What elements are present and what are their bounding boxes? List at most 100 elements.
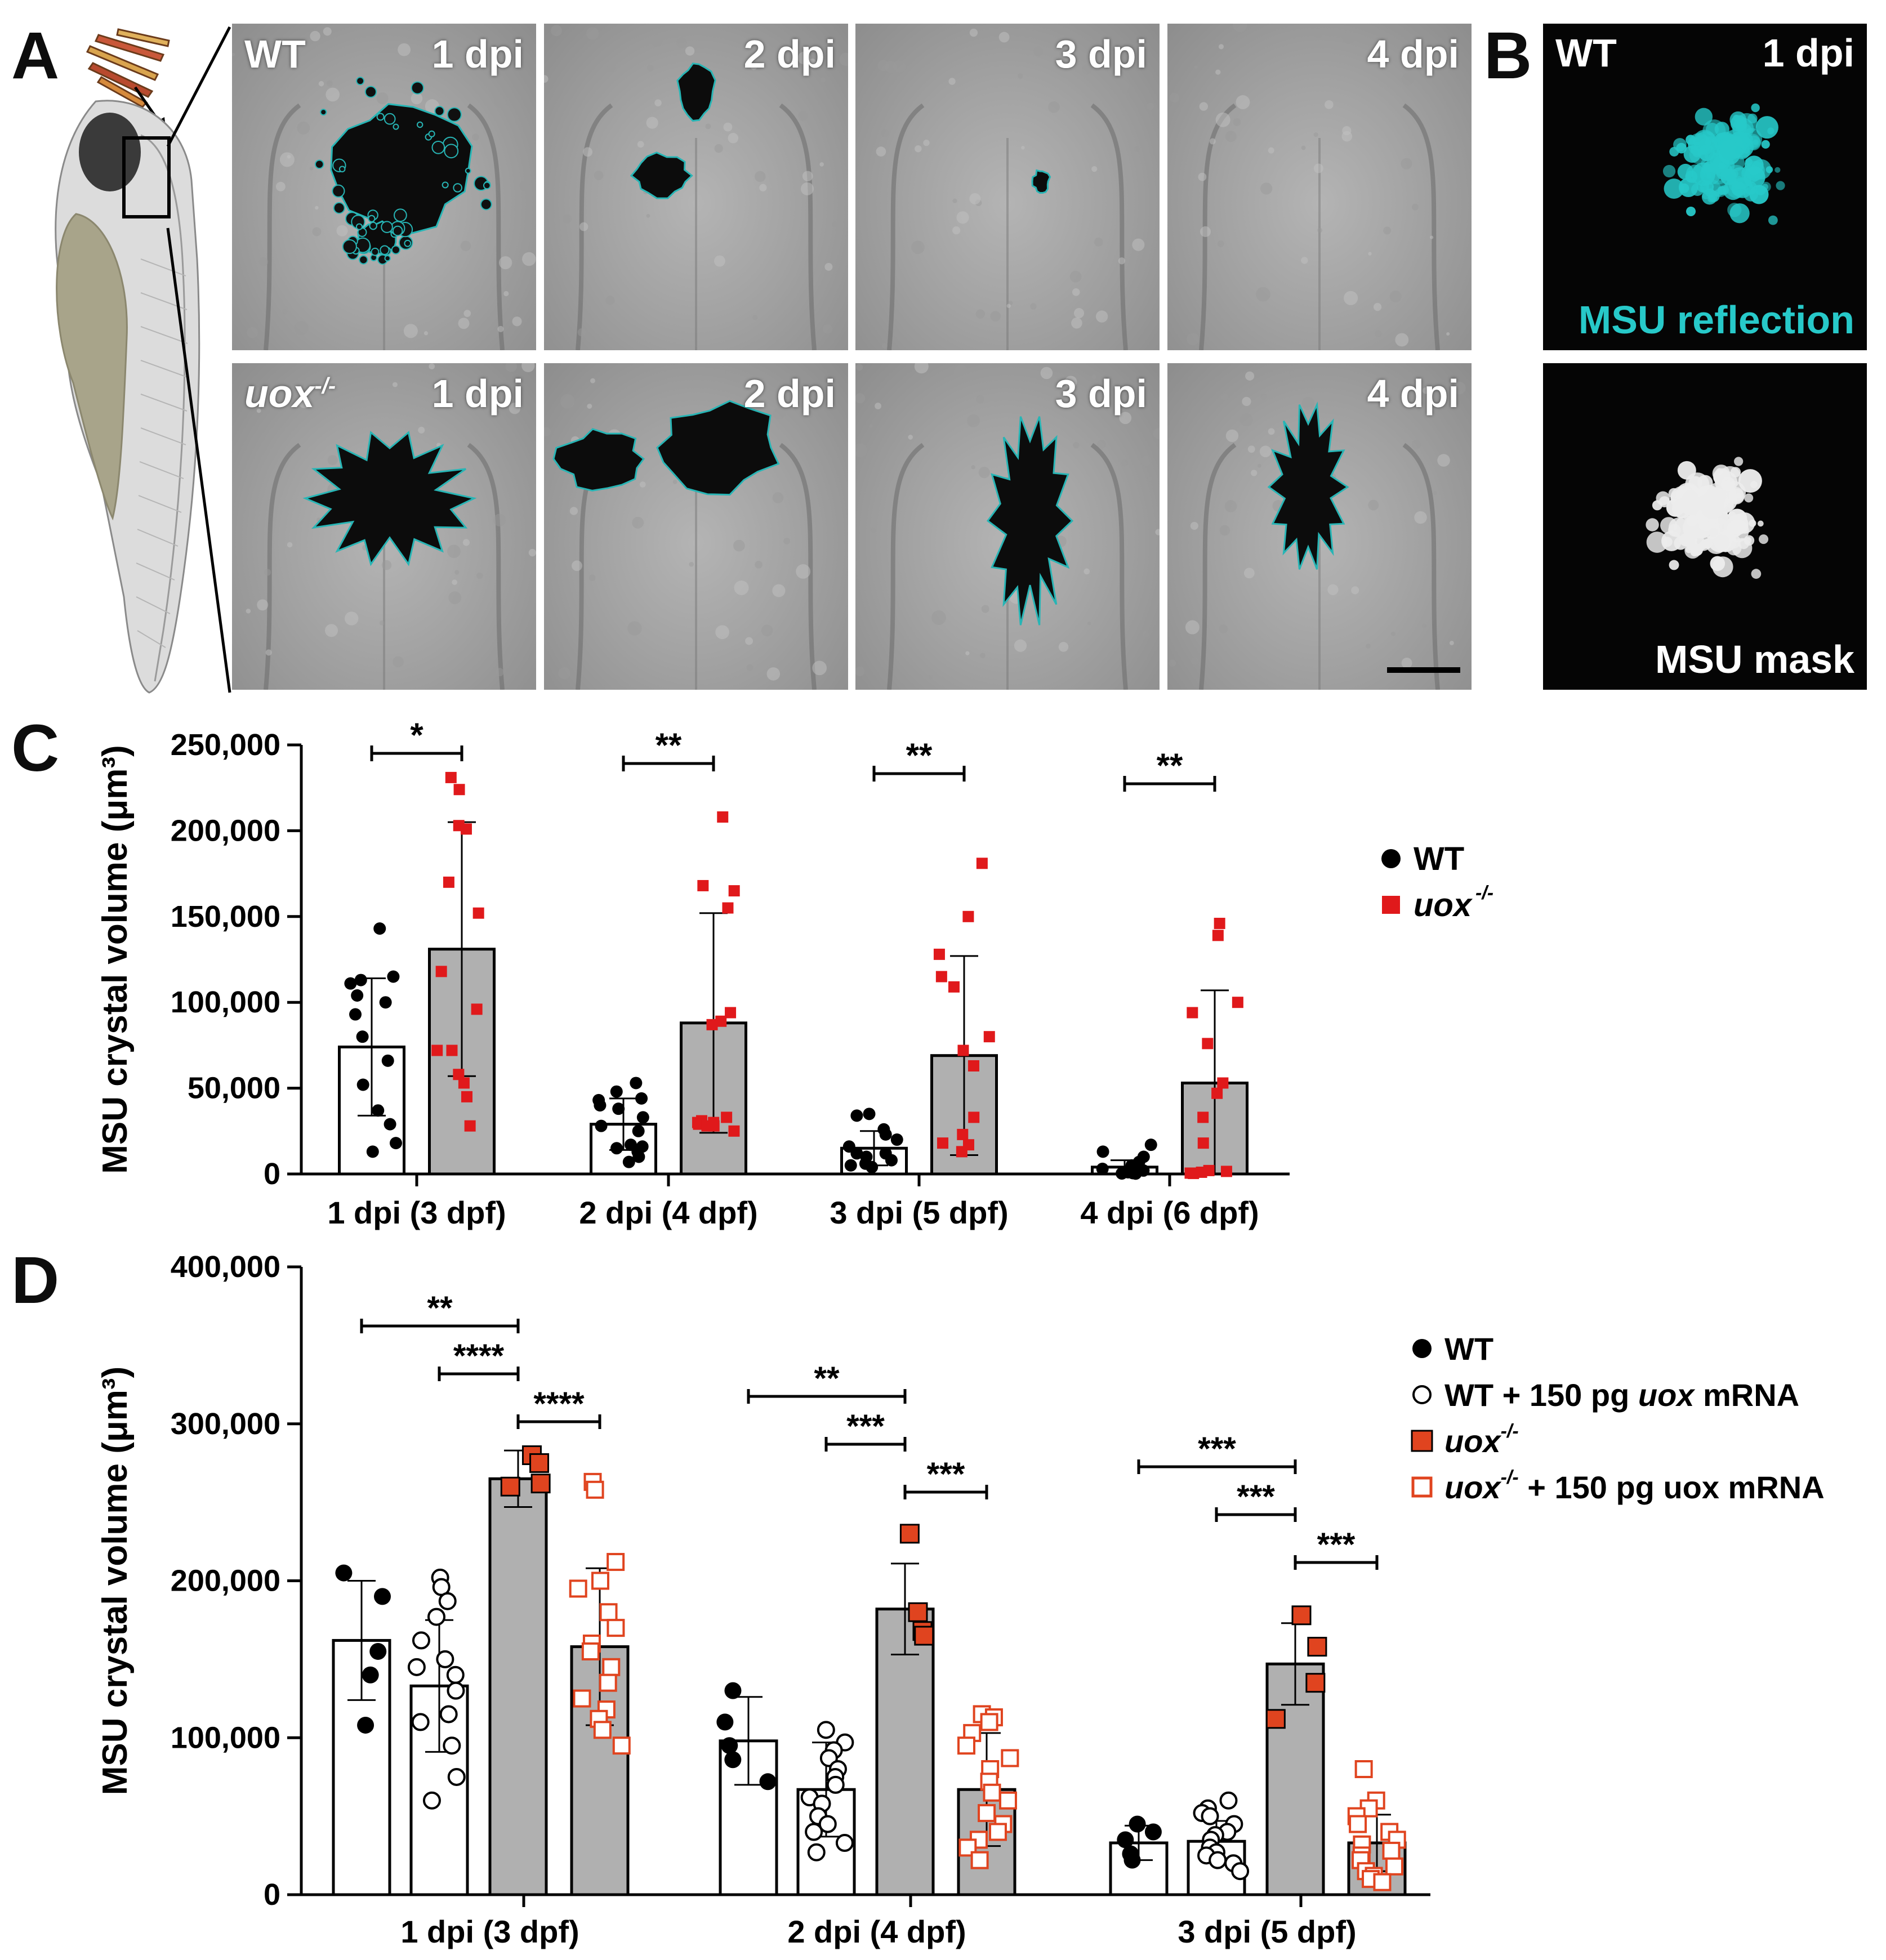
reflection-particle [1743, 147, 1750, 154]
chart-d-point-wt [721, 1737, 738, 1754]
reflection-particle [1664, 178, 1684, 199]
reflection-particle [1751, 103, 1760, 113]
msu-crystal-spot [384, 255, 391, 262]
timepoint-label: 2 dpi [743, 372, 836, 416]
tissue-speckle [1268, 428, 1275, 435]
tissue-speckle [403, 324, 418, 338]
tissue-speckle [588, 574, 596, 582]
reflection-particle [1699, 137, 1715, 153]
chart-d-point-wt-mrna [422, 1791, 441, 1810]
tissue-speckle [1191, 657, 1199, 665]
chart-c-point-uox [431, 1044, 443, 1056]
chart-c-point-wt [1096, 1162, 1109, 1175]
tissue-speckle [684, 363, 694, 372]
chart-d-point-wt-mrna [805, 1823, 823, 1841]
chart-d-point-uox-mrna [1385, 1857, 1403, 1876]
msu-crystal-deposit [656, 400, 780, 496]
chart-d-point-uox-mrna [978, 1804, 996, 1823]
chart-c-point-wt [356, 1078, 369, 1091]
tissue-speckle [953, 365, 968, 380]
tissue-speckle [462, 539, 470, 546]
chart-d-legend-label: WT + 150 pg uox mRNA [1444, 1377, 1799, 1413]
tissue-speckle [832, 221, 838, 227]
chart-d-point-uox-mrna [1382, 1841, 1401, 1860]
chart-c-point-uox [937, 1137, 949, 1149]
tissue-speckle [1071, 317, 1082, 329]
tissue-speckle [1449, 641, 1454, 645]
tissue-line [467, 103, 505, 350]
chart-d-sig-label: **** [533, 1386, 585, 1422]
chart-c-point-wt [387, 970, 400, 983]
tissue-speckle [797, 51, 811, 65]
tissue-speckle [728, 132, 739, 144]
tissue-speckle [493, 514, 506, 526]
tissue-speckle [990, 311, 1001, 322]
tissue-speckle [876, 146, 886, 157]
tissue-speckle [1325, 100, 1334, 109]
chart-c-point-uox [935, 971, 947, 983]
tissue-speckle [766, 667, 781, 681]
msu-crystal-spot [444, 144, 459, 159]
tissue-speckle [1368, 499, 1379, 511]
tissue-speckle [733, 539, 745, 552]
tissue-speckle [297, 121, 310, 135]
chart-d-point-uox-mrna [1349, 1815, 1367, 1833]
chart-c-point-uox [1211, 1087, 1223, 1099]
tissue-line [1090, 443, 1128, 690]
tissue-speckle [1132, 238, 1145, 251]
tissue-speckle [751, 64, 757, 70]
timepoint-label: 4 dpi [1367, 32, 1459, 76]
tissue-speckle [646, 213, 650, 218]
msu-crystal-spot [447, 107, 462, 122]
tissue-speckle [1119, 412, 1132, 425]
tissue-speckle [1240, 413, 1253, 427]
msu-crystal-spot [381, 221, 393, 233]
tissue-speckle [1375, 330, 1382, 337]
chart-c-point-uox [728, 885, 740, 897]
reflection-particle [1747, 113, 1758, 124]
chart-c-point-wt [354, 974, 367, 986]
tissue-speckle [447, 544, 461, 559]
chart-d-point-wt [1144, 1823, 1162, 1841]
tissue-speckle [583, 147, 593, 157]
chart-c-x-tick-label: 2 dpi (4 dpf) [579, 1195, 757, 1230]
chart-d-point-wt-mrna [411, 1713, 430, 1731]
chart-c-point-uox [948, 981, 960, 993]
tissue-speckle [755, 171, 766, 182]
msu-crystal-spot [453, 183, 462, 193]
chart-c-point-uox [1220, 1166, 1232, 1177]
chart-c-point-wt [1116, 1167, 1129, 1180]
tissue-speckle [639, 481, 646, 488]
chart-d-point-uox-mrna [599, 1603, 618, 1622]
chart-c-point-wt [1129, 1167, 1142, 1180]
tissue-speckle [1395, 333, 1409, 347]
tissue-speckle [326, 87, 340, 102]
mask-particle [1701, 516, 1709, 524]
timepoint-label: 2 dpi [743, 32, 836, 76]
tissue-speckle [885, 60, 897, 73]
msu-crystal-deposit [676, 62, 716, 122]
chart-d-point-uox-mrna [607, 1553, 625, 1571]
chart-c-point-wt [850, 1109, 863, 1122]
msu-crystal-deposit [986, 416, 1074, 626]
chart-c-x-tick-label: 4 dpi (6 dpf) [1080, 1195, 1259, 1230]
reflection-particle [1755, 185, 1766, 195]
tissue-speckle [1317, 227, 1323, 233]
chart-d-point-uox [500, 1476, 520, 1497]
tissue-speckle [1289, 370, 1295, 376]
tissue-speckle [798, 110, 808, 121]
chart-c-point-wt [630, 1077, 643, 1090]
tissue-speckle [258, 257, 268, 267]
tissue-line [1402, 443, 1440, 690]
mask-particle [1691, 543, 1704, 556]
tissue-speckle [318, 81, 324, 87]
chart-d-bar [488, 1477, 548, 1896]
chart-c-point-uox [453, 784, 465, 796]
tissue-speckle [1301, 257, 1308, 264]
tissue-speckle [956, 211, 969, 224]
chart-d-y-tick-label: 400,000 [171, 1250, 280, 1284]
chart-d-point-wt [1123, 1851, 1141, 1869]
row-label-uox-sup: -/- [314, 373, 336, 399]
timepoint-label: 3 dpi [1055, 32, 1147, 76]
mask-particle [1669, 560, 1679, 570]
